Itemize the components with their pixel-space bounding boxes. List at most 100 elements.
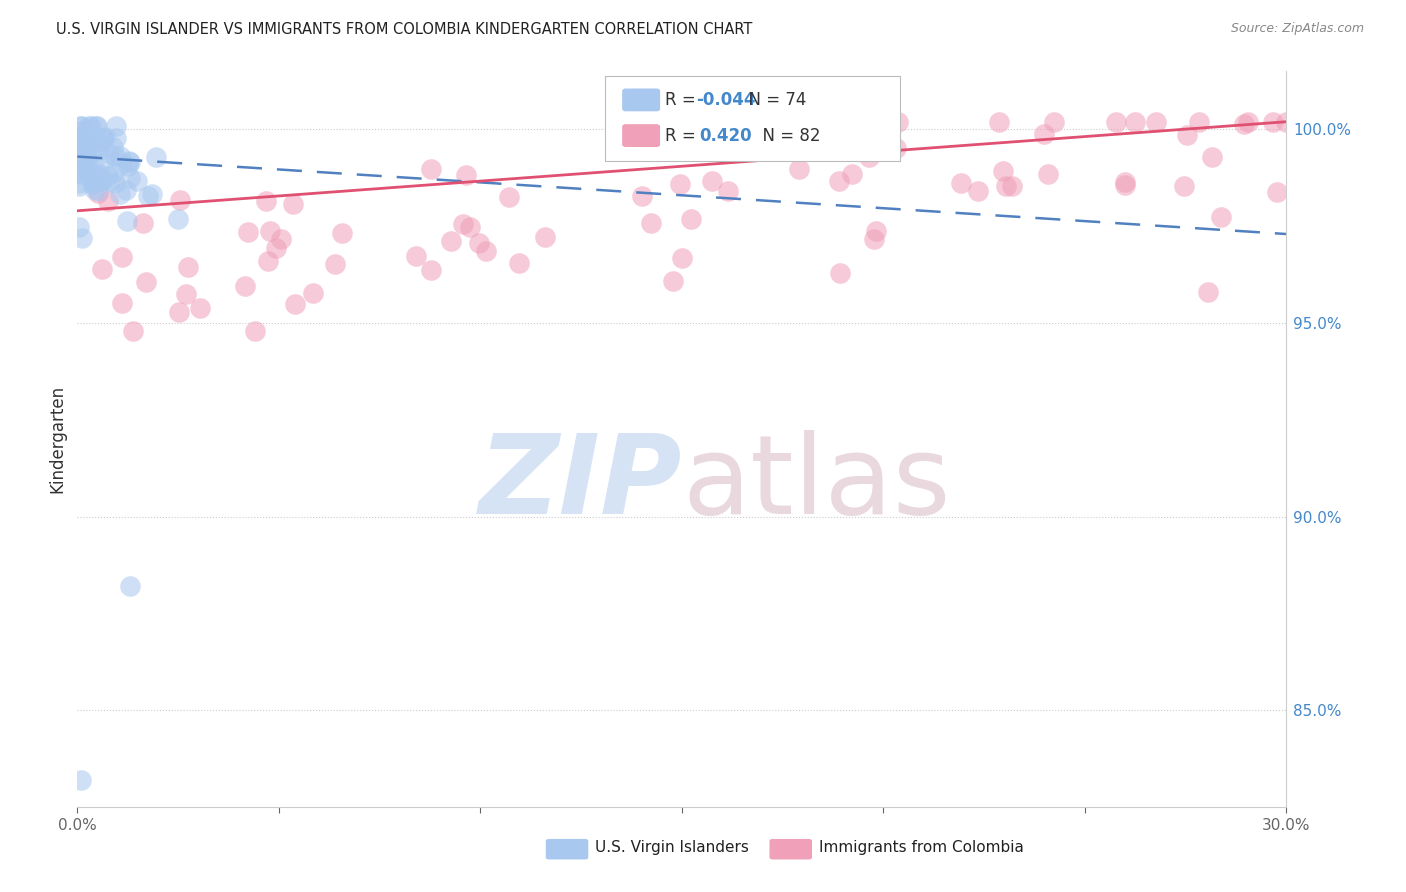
Point [67, 167, 90, 181]
Point [811, 137, 834, 152]
Point [700, 174, 723, 188]
Point [1032, 127, 1054, 141]
Point [420, 161, 443, 176]
Point [640, 216, 662, 230]
Point [80, 178, 103, 192]
Point [508, 256, 530, 270]
Point [97, 146, 120, 161]
Point [122, 324, 145, 338]
Text: N = 74: N = 74 [738, 91, 807, 109]
Point [67, 179, 90, 194]
Point [281, 197, 304, 211]
Point [79, 136, 101, 150]
Point [75, 144, 97, 158]
Text: Immigrants from Colombia: Immigrants from Colombia [818, 840, 1024, 855]
Point [86, 135, 108, 149]
Point [468, 236, 491, 251]
Point [111, 296, 134, 310]
Point [69, 119, 91, 133]
Point [949, 176, 972, 190]
Point [1197, 285, 1219, 300]
Point [72, 142, 94, 156]
Point [120, 171, 142, 186]
Point [89, 143, 111, 157]
Point [679, 212, 702, 227]
Point [259, 224, 281, 238]
Point [72, 151, 94, 165]
Point [884, 140, 907, 154]
Point [419, 263, 441, 277]
Point [86, 119, 108, 133]
Point [167, 305, 190, 319]
Point [83, 182, 105, 196]
Point [769, 140, 792, 154]
Point [717, 184, 740, 198]
Point [104, 176, 127, 190]
Point [1201, 150, 1223, 164]
Point [84, 169, 107, 184]
Point [67, 156, 90, 170]
Point [91, 130, 114, 145]
Point [87, 175, 110, 189]
Point [67, 153, 90, 168]
Point [75, 129, 97, 144]
Text: N = 82: N = 82 [752, 127, 821, 145]
Point [254, 194, 277, 209]
Text: U.S. Virgin Islanders: U.S. Virgin Islanders [595, 840, 749, 855]
Text: Source: ZipAtlas.com: Source: ZipAtlas.com [1230, 22, 1364, 36]
Point [87, 184, 110, 198]
Point [257, 254, 280, 268]
Point [104, 148, 127, 162]
Point [127, 174, 149, 188]
Point [302, 285, 325, 300]
Point [108, 149, 131, 163]
Point [75, 153, 97, 167]
Point [1233, 116, 1256, 130]
Point [994, 178, 1017, 193]
Text: U.S. VIRGIN ISLANDER VS IMMIGRANTS FROM COLOMBIA KINDERGARTEN CORRELATION CHART: U.S. VIRGIN ISLANDER VS IMMIGRANTS FROM … [56, 22, 752, 37]
Point [475, 244, 498, 259]
Point [70, 119, 93, 133]
Point [167, 212, 190, 227]
Point [87, 186, 110, 201]
Point [82, 175, 104, 189]
Point [67, 219, 90, 234]
Point [451, 217, 474, 231]
Point [80, 119, 103, 133]
Point [1173, 179, 1195, 194]
Point [70, 773, 93, 788]
Point [75, 134, 97, 148]
Point [118, 580, 141, 594]
Point [110, 156, 132, 170]
Text: -0.044: -0.044 [696, 91, 755, 109]
Point [67, 136, 90, 151]
Point [987, 114, 1010, 128]
Point [787, 161, 810, 176]
Point [440, 235, 463, 249]
Point [1114, 178, 1136, 192]
Point [1043, 114, 1066, 128]
Point [174, 286, 197, 301]
Text: atlas: atlas [682, 430, 950, 537]
Point [1144, 114, 1167, 128]
Point [233, 278, 256, 293]
Point [132, 216, 155, 230]
Point [458, 219, 481, 234]
Point [858, 151, 880, 165]
Point [1188, 114, 1211, 128]
Point [104, 131, 127, 145]
Point [90, 174, 112, 188]
Point [841, 167, 863, 181]
Point [75, 147, 97, 161]
Point [1263, 114, 1285, 128]
FancyBboxPatch shape [770, 839, 811, 859]
Point [93, 129, 115, 144]
Point [91, 156, 114, 170]
Point [669, 178, 692, 192]
Point [967, 184, 990, 198]
Point [1236, 114, 1258, 128]
Point [141, 186, 163, 201]
Point [1114, 175, 1136, 189]
Point [77, 151, 100, 165]
Point [533, 229, 555, 244]
